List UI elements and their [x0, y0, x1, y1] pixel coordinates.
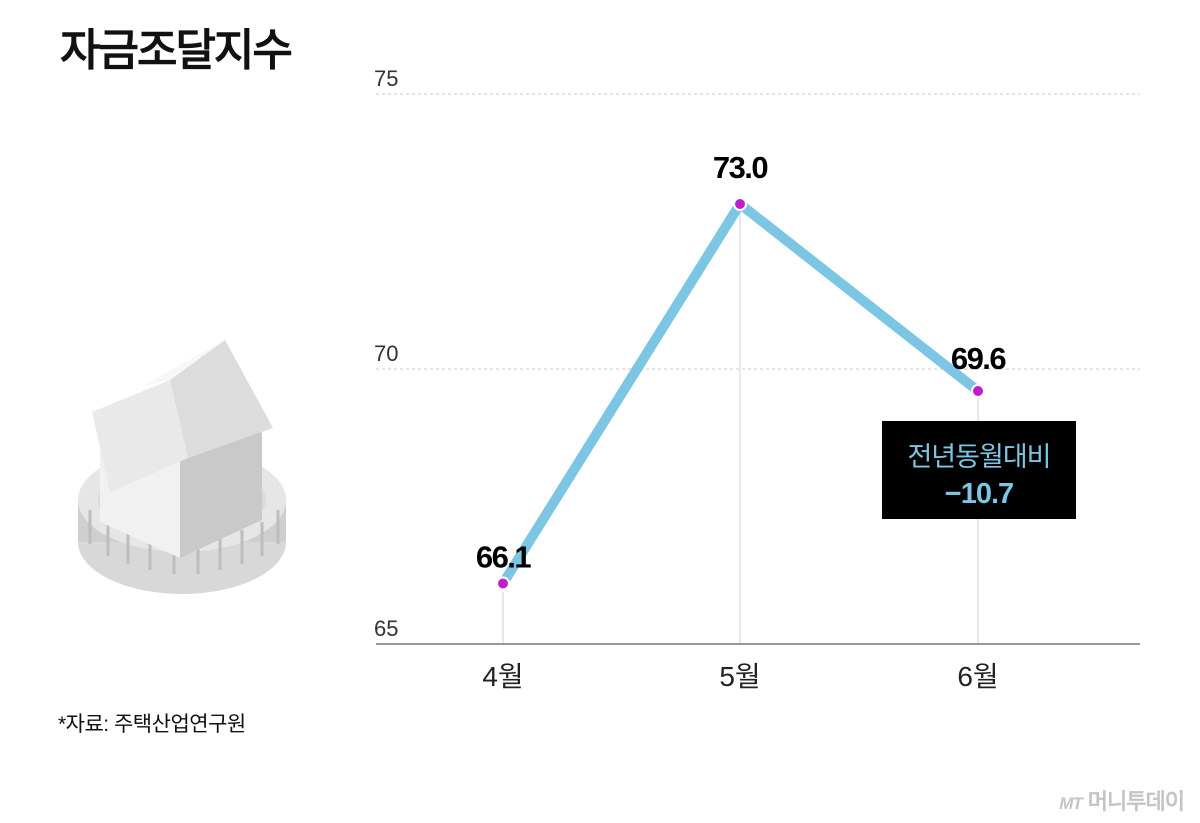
page-title: 자금조달지수	[60, 26, 293, 75]
callout-value: −10.7	[944, 478, 1014, 510]
yoy-change-callout: 전년동월대비 −10.7	[882, 421, 1076, 519]
data-label: 73.0	[713, 150, 768, 185]
x-tick-label: 5월	[719, 661, 760, 692]
brand-mark: MT	[1059, 794, 1083, 813]
data-label: 69.6	[951, 341, 1007, 376]
callout-label: 전년동월대비	[907, 442, 1051, 472]
brand-name: 머니투데이	[1087, 789, 1185, 814]
data-point	[496, 576, 510, 591]
data-point	[971, 384, 985, 398]
y-tick-label: 65	[374, 616, 398, 641]
x-tick-label: 6월	[957, 661, 998, 692]
y-tick-label: 75	[374, 66, 398, 91]
y-tick-label: 70	[374, 341, 398, 366]
source-note: *자료: 주택산업연구원	[58, 713, 246, 736]
brand-logo: MT 머니투데이	[1059, 784, 1185, 816]
data-label: 66.1	[476, 540, 532, 575]
data-point	[733, 197, 747, 211]
house-on-coin-icon	[78, 340, 286, 594]
x-tick-label: 4월	[482, 661, 523, 692]
